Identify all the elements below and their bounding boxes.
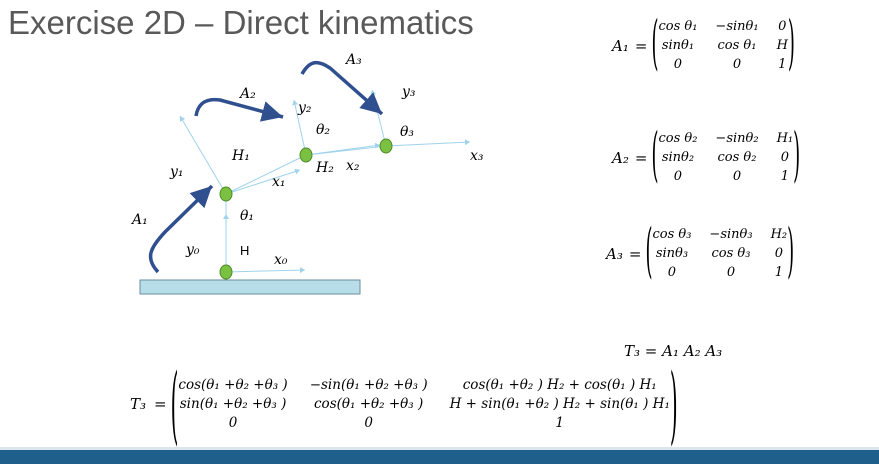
label-x3: x₃	[470, 148, 484, 164]
cell: H	[776, 38, 788, 53]
arrow-A2	[194, 97, 284, 122]
cell: −sinθ₃	[709, 227, 753, 242]
label-theta2: θ₂	[316, 122, 331, 138]
label-A2: A₂	[240, 86, 256, 102]
cell: 0	[667, 265, 677, 280]
matrix-A2: A₂ = ( cos θ₂ −sinθ₂ H₁ sinθ₂ cos θ₂ 0 0…	[612, 121, 801, 191]
cell: 0	[726, 265, 736, 280]
joint-1	[219, 186, 233, 202]
matrix-A3: A₃ = ( cos θ₃ −sinθ₃ H₂ sinθ₃ cos θ₃ 0 0…	[606, 217, 795, 287]
label-y1: y₁	[170, 164, 184, 180]
matrix-T3-name: T₃	[130, 395, 147, 413]
label-x2: x₂	[346, 158, 360, 174]
label-theta3: θ₃	[400, 124, 415, 140]
cell: cos(θ₁ +θ₂ +θ₃ )	[178, 377, 288, 393]
cell: cos θ₂	[717, 150, 757, 165]
cell: H + sin(θ₁ +θ₂ ) H₂ + sin(θ₁ ) H₁	[449, 396, 670, 412]
cell: sinθ₂	[661, 150, 695, 165]
cell: H₁	[776, 131, 794, 146]
matrix-A3-grid: cos θ₃ −sinθ₃ H₂ sinθ₃ cos θ₃ 0 0 0 1	[652, 226, 787, 282]
cell: −sin(θ₁ +θ₂ +θ₃ )	[309, 377, 428, 393]
label-y3: y₃	[402, 84, 416, 100]
product-equation: T₃ = A₁ A₂ A₃	[624, 342, 723, 360]
label-A3: A₃	[346, 52, 362, 68]
cell: 1	[774, 265, 783, 280]
matrix-T3-eq: =	[154, 395, 167, 413]
matrix-A3-eq: =	[628, 245, 642, 263]
matrix-A2-grid: cos θ₂ −sinθ₂ H₁ sinθ₂ cos θ₂ 0 0 0 1	[658, 130, 793, 186]
cell: 1	[555, 415, 565, 431]
joint-3	[379, 138, 393, 154]
matrix-A2-name: A₂	[612, 149, 629, 167]
label-H1: H₁	[232, 148, 250, 164]
arrow-A1	[148, 184, 214, 274]
cell: −sinθ₁	[715, 19, 759, 34]
matrix-A2-eq: =	[634, 149, 648, 167]
cell: cos(θ₁ +θ₂ +θ₃ )	[314, 396, 424, 412]
cell: 0	[774, 246, 783, 261]
cell: H₂	[770, 227, 788, 242]
label-A1: A₁	[132, 212, 148, 228]
cell: 0	[228, 415, 238, 431]
cell: cos θ₂	[658, 131, 698, 146]
cell: cos(θ₁ +θ₂ ) H₂ + cos(θ₁ ) H₁	[462, 377, 657, 393]
matrix-A3-name: A₃	[606, 245, 623, 263]
cell: 0	[732, 169, 742, 184]
frame1-axes	[179, 115, 301, 195]
cell: −sinθ₂	[715, 131, 759, 146]
cell: sin(θ₁ +θ₂ +θ₃ )	[179, 396, 287, 412]
label-H: H	[240, 243, 250, 258]
cell: 0	[732, 57, 742, 72]
frame0-axes	[223, 214, 306, 274]
cell: 0	[673, 57, 683, 72]
link-H2	[305, 145, 387, 156]
matrix-A1-grid: cos θ₁ −sinθ₁ 0 sinθ₁ cos θ₁ H 0 0 1	[658, 18, 787, 74]
matrix-A1-name: A₁	[612, 37, 629, 55]
label-x0: x₀	[274, 252, 288, 268]
joint-0	[219, 264, 233, 280]
cell: 1	[778, 57, 787, 72]
cell: 0	[673, 169, 683, 184]
frame3-axes	[370, 89, 471, 147]
cell: cos θ₃	[652, 227, 692, 242]
cell: sinθ₃	[655, 246, 689, 261]
base-plate	[139, 279, 361, 295]
label-y2: y₂	[298, 100, 312, 116]
cell: 0	[778, 19, 787, 34]
matrix-T3-grid: cos(θ₁ +θ₂ +θ₃ ) −sin(θ₁ +θ₂ +θ₃ ) cos(θ…	[178, 376, 669, 432]
matrix-A1: A₁ = ( cos θ₁ −sinθ₁ 0 sinθ₁ cos θ₁ H 0 …	[612, 9, 795, 80]
cell: 1	[780, 169, 789, 184]
label-H2: H₂	[316, 160, 334, 176]
matrix-T3: T₃ = ( cos(θ₁ +θ₂ +θ₃ ) −sin(θ₁ +θ₂ +θ₃ …	[130, 353, 678, 455]
arrow-A3	[300, 60, 384, 116]
cell: cos θ₁	[717, 38, 757, 53]
cell: 0	[780, 150, 789, 165]
cell: cos θ₃	[711, 246, 751, 261]
matrix-A1-eq: =	[634, 37, 648, 55]
label-theta1: θ₁	[240, 208, 255, 224]
joint-2	[299, 147, 313, 163]
footer-divider	[0, 447, 879, 450]
link-H1	[225, 154, 307, 195]
cell: sinθ₁	[661, 38, 695, 53]
label-y0: y₀	[186, 242, 200, 258]
cell: 0	[364, 415, 373, 431]
cell: cos θ₁	[658, 19, 698, 34]
label-x1: x₁	[272, 174, 286, 190]
slide-title: Exercise 2D – Direct kinematics	[8, 4, 474, 41]
footer-bar	[0, 450, 879, 464]
